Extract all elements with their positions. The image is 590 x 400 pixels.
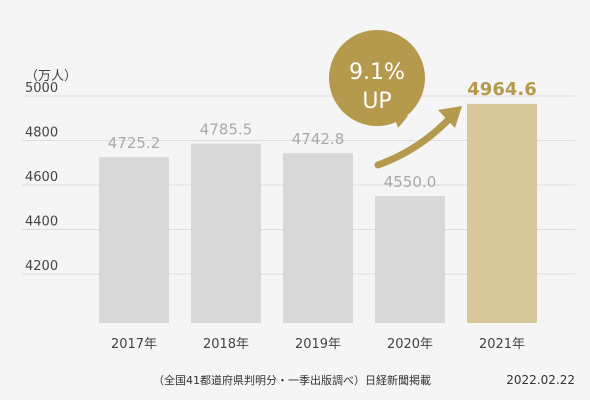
- bar-2017年: [99, 157, 169, 323]
- y-tick-label-4800: 4800: [25, 126, 58, 141]
- y-tick-labels: 4200 4400 4600 4800 5000: [25, 81, 58, 274]
- y-tick-label-5000: 5000: [25, 81, 58, 96]
- data-label-2019年: 4742.8: [292, 130, 345, 148]
- data-label-2017年: 4725.2: [108, 134, 161, 152]
- bar-2021年: [467, 103, 537, 323]
- badge-circle: [329, 30, 425, 126]
- x-category-label-2017年: 2017年: [111, 337, 157, 352]
- bar-2018年: [191, 143, 261, 323]
- x-category-label-2019年: 2019年: [295, 337, 341, 352]
- data-label-2021年: 4964.6: [467, 79, 536, 100]
- y-tick-label-4600: 4600: [25, 170, 58, 185]
- data-labels: 4725.2 4785.5 4742.8 4550.0 4964.6: [108, 79, 537, 191]
- bar-2019年: [283, 153, 353, 323]
- data-label-2018年: 4785.5: [200, 121, 253, 139]
- x-category-label-2020年: 2020年: [387, 337, 433, 352]
- x-category-label-2018年: 2018年: [203, 337, 249, 352]
- bar-2020年: [375, 196, 445, 323]
- y-tick-label-4200: 4200: [25, 259, 58, 274]
- source-note: （全国41都道府県判明分・一季出版調べ）日経新聞掲載: [153, 373, 431, 387]
- x-category-label-2021年: 2021年: [479, 337, 525, 352]
- y-tick-label-4400: 4400: [25, 215, 58, 230]
- x-category-labels: 2017年 2018年 2019年 2020年 2021年: [111, 337, 525, 352]
- growth-arrow: [374, 112, 456, 169]
- y-axis-unit-label: （万人）: [25, 69, 77, 84]
- badge-up: UP: [362, 89, 391, 114]
- date-label: 2022.02.22: [506, 373, 575, 387]
- arrow-head-icon: [438, 106, 462, 128]
- badge-percent: 9.1%: [349, 60, 405, 85]
- bars: [99, 103, 537, 323]
- data-label-2020年: 4550.0: [384, 173, 437, 191]
- growth-badge: 9.1% UP: [329, 30, 462, 169]
